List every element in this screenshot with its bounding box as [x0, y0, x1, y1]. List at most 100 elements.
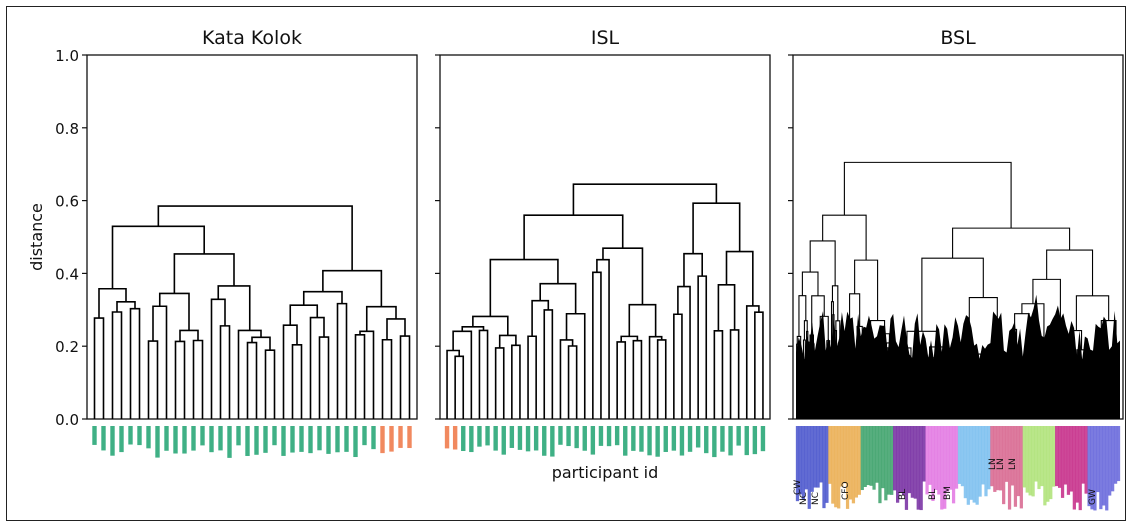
dendrogram-link: [454, 355, 465, 419]
leaf-label: [1019, 426, 1023, 509]
dendrogram-link: [489, 258, 559, 317]
leaf-label: [590, 426, 596, 455]
dendrogram-link: [713, 330, 724, 419]
leaf-label: [1002, 426, 1006, 505]
leaf-label: [940, 426, 944, 510]
dendrogram-link: [446, 349, 460, 419]
y-tick-label: 1.0: [55, 47, 79, 65]
leaf-label: [1111, 426, 1115, 492]
dendrogram-link: [302, 290, 343, 306]
dendrogram-link: [289, 304, 319, 326]
dendrogram-link: [158, 292, 190, 331]
bsl-leaf-label: BM: [943, 486, 953, 500]
leaf-label: [362, 426, 367, 446]
leaf-label: [954, 426, 959, 489]
leaf-label: [263, 426, 268, 453]
leaf-label: [1040, 426, 1044, 487]
y-tick-label: 0.4: [55, 265, 79, 283]
leaf-label: [380, 426, 385, 454]
leaf-label: [966, 426, 970, 505]
dendrogram-link: [399, 335, 411, 419]
bsl-leaf-label: BL: [928, 489, 938, 500]
leaf-label: [1057, 426, 1062, 488]
leaf-label: [822, 426, 826, 509]
leaf-label: [946, 426, 950, 492]
leaf-label: [655, 426, 660, 457]
leaf-label: [760, 426, 766, 452]
leaf-label: [598, 426, 604, 446]
leaf-label: [834, 426, 838, 508]
y-axis-ticks: 0.0 0.2 0.4 0.6 0.8 1.0: [55, 47, 793, 429]
dendrogram-link: [264, 349, 276, 419]
leaf-label: [1052, 426, 1056, 487]
leaf-label: [227, 426, 232, 458]
leaf-label: [1081, 426, 1085, 484]
dendrogram-link: [210, 298, 226, 419]
leaf-label: [501, 426, 506, 455]
leaf-label: [606, 426, 612, 447]
leaf-label: [928, 426, 932, 485]
leaf-label: [1046, 426, 1050, 502]
leaf-label: [209, 426, 214, 453]
x-axis-label: participant id: [552, 463, 659, 482]
leaf-label: [1108, 426, 1112, 496]
leaf-label: [898, 426, 903, 493]
dendrogram-link: [798, 295, 807, 337]
dendrogram-link: [683, 252, 703, 287]
bsl-leaf-label: LN: [996, 458, 1006, 470]
dendrogram-link: [754, 311, 764, 419]
leaf-label: [854, 426, 859, 498]
leaf-label: [720, 426, 725, 452]
leaf-label: [810, 426, 814, 492]
dendrogram-link: [567, 345, 578, 419]
leaf-label: [881, 426, 885, 489]
leaf-label: [119, 426, 124, 453]
dendrogram-link: [251, 336, 271, 351]
leaf-label: [1025, 426, 1029, 493]
dendrogram-link: [336, 302, 348, 419]
dendrogram-link: [192, 339, 204, 419]
dendrogram-link: [322, 269, 383, 307]
y-tick-label: 0.0: [55, 411, 79, 429]
leaf-label: [916, 426, 920, 510]
leaf-label: [993, 426, 997, 492]
leaf-label: [951, 426, 956, 504]
dendrogram-link: [309, 316, 325, 419]
dendrogram-link: [111, 225, 205, 289]
leaf-label: [934, 426, 938, 490]
leaf-label: [1007, 426, 1012, 510]
leaf-label: [344, 426, 349, 452]
leaf-label: [398, 426, 403, 448]
dense-leaf-region: [796, 294, 1120, 419]
leaf-label: [525, 426, 531, 452]
leaf-label: [963, 426, 967, 499]
leaf-label: [1072, 426, 1076, 510]
leaf-label: [904, 426, 909, 510]
leaf-label: [845, 426, 850, 509]
leaf-label: [639, 426, 644, 452]
dendrogram-link: [543, 309, 554, 419]
leaf-label: [842, 426, 847, 484]
dendrogram-link: [478, 329, 489, 419]
leaf-label: [1087, 426, 1091, 507]
leaf-label: [1028, 426, 1032, 496]
leaf-label: [828, 426, 832, 484]
leaf-label: [452, 426, 458, 450]
dendrogram-link: [616, 341, 627, 419]
leaf-label: [848, 426, 853, 500]
leaf-label: [807, 426, 811, 509]
dendrogram-link: [111, 311, 123, 419]
dendrogram-link: [494, 347, 505, 419]
bsl-leaf-label: CW: [793, 480, 803, 495]
y-tick-label: 0.8: [55, 120, 79, 138]
dendrogram-link: [656, 339, 667, 419]
leaf-label: [831, 426, 835, 504]
leaf-label: [875, 426, 879, 483]
leaf-label: [671, 426, 677, 451]
leaf-label: [469, 426, 474, 453]
leaf-label: [1013, 426, 1018, 507]
leaf-label: [173, 426, 178, 454]
leaf-label: [840, 426, 844, 487]
leaf-label: [461, 426, 466, 452]
